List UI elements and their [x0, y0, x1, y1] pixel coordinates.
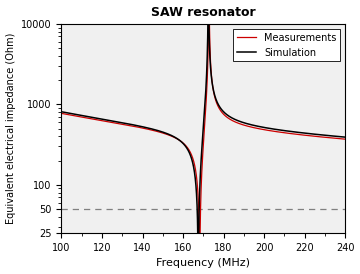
- Simulation: [341, 135, 346, 139]
- Simulation: [343, 135, 347, 139]
- Measurements: [199, 182, 203, 185]
- Measurements: [341, 137, 346, 141]
- Simulation: [59, 110, 64, 113]
- Line: Simulation: Simulation: [62, 0, 345, 274]
- X-axis label: Frequency (MHz): Frequency (MHz): [156, 258, 250, 269]
- Line: Measurements: Measurements: [62, 0, 345, 274]
- Legend: Measurements, Simulation: Measurements, Simulation: [233, 29, 340, 61]
- Measurements: [255, 127, 260, 130]
- Measurements: [332, 136, 336, 140]
- Measurements: [205, 79, 210, 82]
- Title: SAW resonator: SAW resonator: [151, 5, 256, 19]
- Measurements: [343, 138, 347, 141]
- Simulation: [199, 156, 203, 159]
- Y-axis label: Equivalent electrical impedance (Ohm): Equivalent electrical impedance (Ohm): [5, 33, 15, 224]
- Simulation: [255, 124, 260, 128]
- Simulation: [332, 135, 336, 138]
- Measurements: [231, 120, 236, 123]
- Simulation: [205, 56, 210, 60]
- Simulation: [231, 117, 236, 121]
- Measurements: [59, 112, 64, 115]
